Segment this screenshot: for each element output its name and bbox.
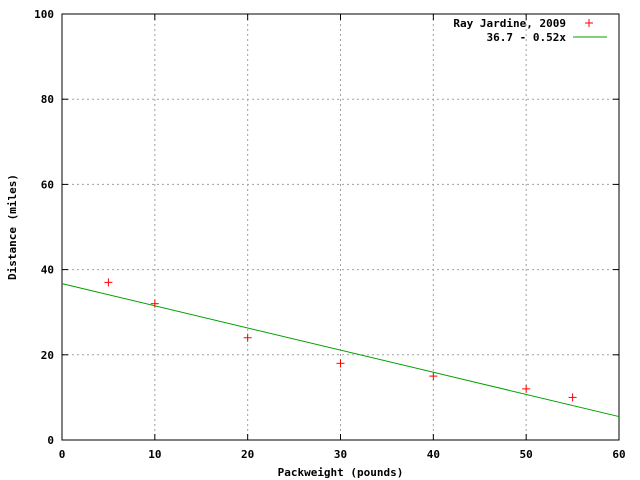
legend-marker xyxy=(585,19,593,27)
y-tick-label: 60 xyxy=(41,178,54,191)
data-point xyxy=(150,299,159,308)
x-axis-title: Packweight (pounds) xyxy=(278,466,404,479)
x-tick-label: 20 xyxy=(241,448,254,461)
y-tick-label: 80 xyxy=(41,93,54,106)
x-tick-label: 30 xyxy=(334,448,347,461)
grid xyxy=(62,14,619,440)
y-tick-label: 40 xyxy=(41,264,54,277)
series xyxy=(61,278,620,418)
y-tick-label: 20 xyxy=(41,349,54,362)
axis-ticks xyxy=(61,13,620,441)
data-point xyxy=(336,359,345,368)
legend-label: Ray Jardine, 2009 xyxy=(453,17,566,30)
tick-labels: 0 10 20 30 40 50 60 0 20 40 60 80 100 xyxy=(34,8,626,461)
data-point xyxy=(104,278,113,287)
data-point xyxy=(522,384,531,393)
x-tick-label: 50 xyxy=(520,448,533,461)
fit-line xyxy=(61,283,620,418)
data-point xyxy=(429,372,438,381)
x-tick-label: 0 xyxy=(59,448,66,461)
x-tick-label: 40 xyxy=(427,448,440,461)
plot-frame xyxy=(61,13,620,441)
y-tick-label: 0 xyxy=(47,434,54,447)
x-tick-label: 60 xyxy=(612,448,625,461)
legend-label: 36.7 - 0.52x xyxy=(487,31,567,44)
y-axis-title: Distance (miles) xyxy=(6,174,19,280)
data-point xyxy=(568,393,577,402)
x-tick-label: 10 xyxy=(148,448,161,461)
data-point xyxy=(243,333,252,342)
y-tick-label: 100 xyxy=(34,8,54,21)
